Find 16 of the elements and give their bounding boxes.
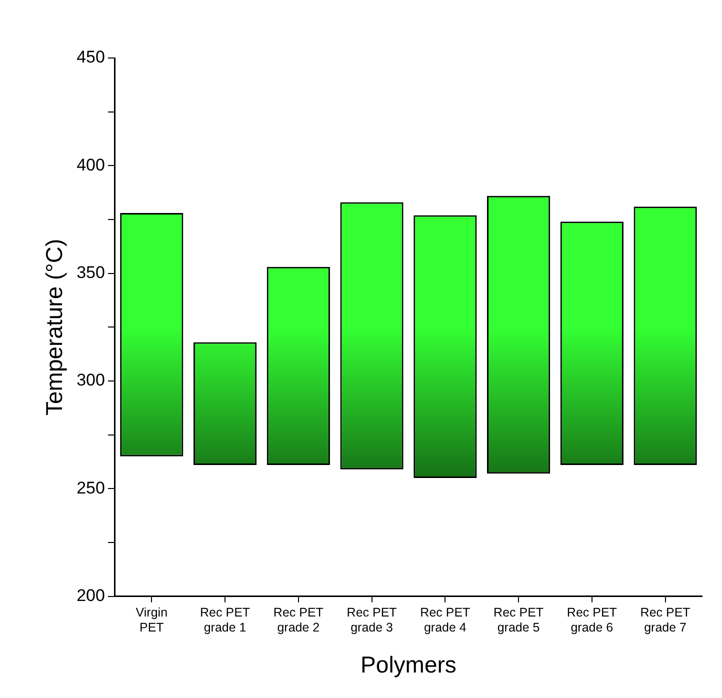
y-tick-label: 200 [76,586,105,606]
x-tick-label: Rec PET grade 2 [273,605,324,634]
x-tick-label: Rec PET grade 5 [494,605,544,634]
y-tick-label: 450 [76,48,105,67]
x-tick-label: Rec PET grade 7 [640,605,691,634]
x-tick-label: Rec PET grade 6 [566,605,618,634]
y-tick-label: 350 [76,263,105,282]
x-tick-label: Rec PET grade 4 [420,605,471,634]
x-tick-label: Rec PET grade 1 [200,605,250,634]
y-tick-label: 400 [76,155,105,174]
x-tick-label: Rec PET grade 3 [346,605,398,634]
y-axis-title: Temperature (°C) [41,238,68,416]
x-tick-label: Virgin PET [136,605,168,634]
y-tick-label: 300 [76,370,105,390]
y-tick-label: 250 [76,478,105,498]
x-axis-title: Polymers [360,652,456,678]
